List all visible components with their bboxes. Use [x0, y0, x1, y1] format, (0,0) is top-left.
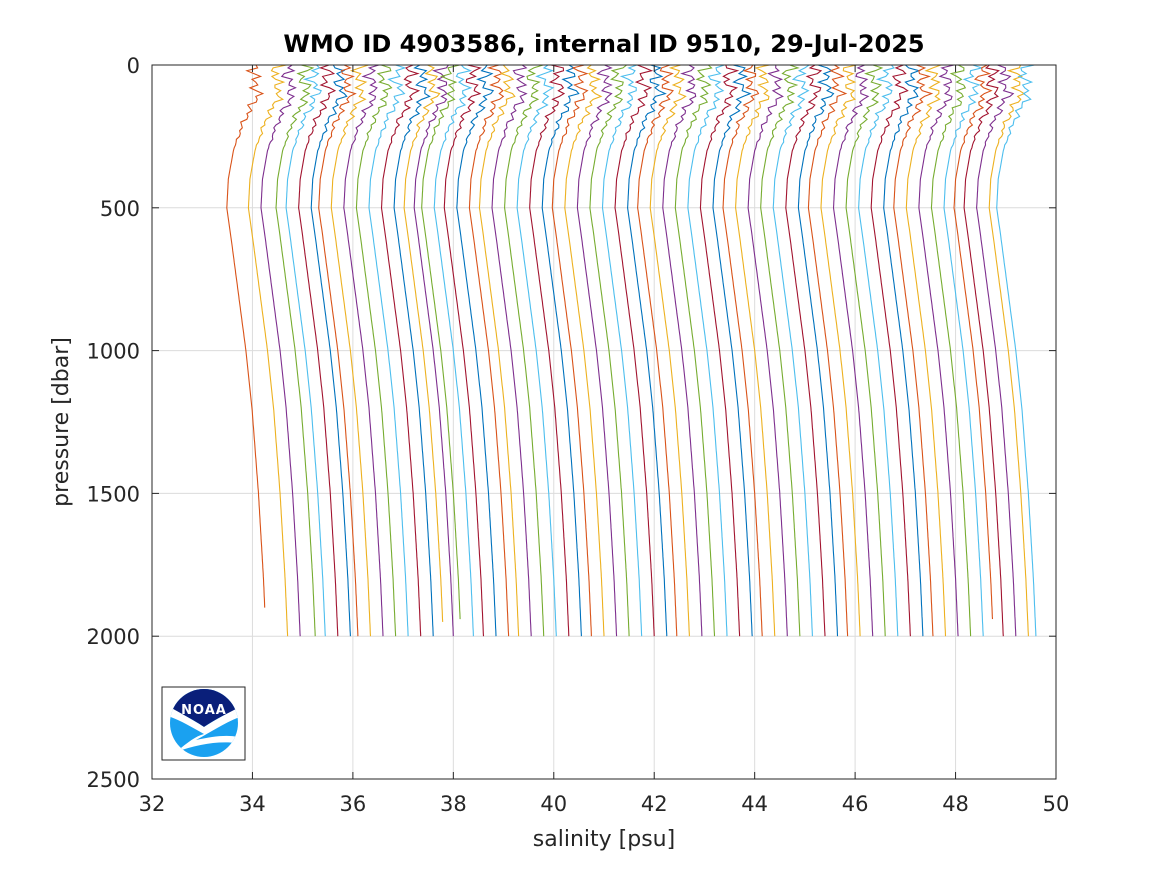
- profile-line: [627, 64, 668, 637]
- profile-line: [996, 64, 1037, 637]
- profile-line: [674, 64, 716, 637]
- profile-line: [712, 64, 753, 637]
- logo-gull-shape: [170, 706, 238, 752]
- profile-line: [699, 64, 741, 637]
- profile-line: [456, 64, 497, 637]
- x-tick-labels: 32 34 36 38 40 42 44 46 48 50: [139, 792, 1070, 816]
- y-tick-labels: 0 500 1000 1500 2000 2500: [87, 54, 140, 792]
- profile-line: [564, 64, 605, 637]
- profile-line: [468, 64, 510, 637]
- x-tick-label: 44: [741, 792, 768, 816]
- profile-line: [285, 64, 326, 637]
- axes: [151, 64, 1057, 780]
- profile-line: [930, 64, 972, 637]
- profile-line: [330, 64, 372, 637]
- x-tick-label: 38: [440, 792, 467, 816]
- profile-line: [226, 64, 266, 608]
- y-tick-label: 1000: [87, 340, 140, 364]
- profile-line: [551, 64, 592, 637]
- x-tick-label: 46: [842, 792, 869, 816]
- logo-emblem: [170, 689, 238, 757]
- profile-line: [953, 64, 994, 620]
- profile-line: [785, 64, 826, 637]
- x-tick-label: 42: [641, 792, 668, 816]
- x-tick-label: 34: [239, 792, 266, 816]
- profile-line: [491, 64, 532, 637]
- profile-line: [772, 64, 813, 637]
- profile-line: [637, 64, 678, 637]
- x-tick-label: 48: [942, 792, 969, 816]
- profile-line: [443, 64, 485, 637]
- profile-line: [883, 64, 924, 637]
- profile-line: [355, 64, 397, 637]
- chart-title: WMO ID 4903586, internal ID 9510, 29-Jul…: [283, 30, 924, 58]
- profile-line: [275, 64, 316, 637]
- profile-line: [343, 64, 384, 637]
- profile-line: [576, 64, 618, 637]
- x-tick-label: 40: [540, 792, 567, 816]
- profile-line: [662, 64, 703, 637]
- profile-line: [722, 64, 763, 637]
- profile-line: [413, 64, 454, 637]
- profile-line: [601, 64, 643, 637]
- profile-line: [870, 64, 911, 637]
- profile-line: [380, 64, 422, 637]
- profile-line: [963, 64, 1004, 637]
- profile-lines: [226, 64, 1037, 637]
- axes-frame: [151, 64, 1057, 780]
- profile-line: [368, 64, 409, 637]
- profile-line: [988, 64, 1029, 637]
- profile-line: [529, 64, 570, 637]
- y-tick-label: 1500: [87, 482, 140, 506]
- profile-line: [247, 64, 289, 637]
- profile-line: [298, 64, 339, 637]
- profile-line: [918, 64, 959, 637]
- y-tick-label: 2500: [87, 768, 140, 792]
- x-tick-label: 32: [139, 792, 166, 816]
- profile-line: [649, 64, 690, 637]
- profile-line: [747, 64, 788, 637]
- profile-line: [310, 64, 351, 637]
- profile-line: [858, 64, 899, 637]
- profile-line: [832, 64, 874, 637]
- profile-line: [943, 64, 984, 637]
- y-tick-label: 500: [100, 197, 140, 221]
- x-axis-label: salinity [psu]: [533, 827, 675, 852]
- profile-line: [504, 64, 545, 637]
- profile-line: [735, 64, 776, 637]
- logo-text: NOAA: [181, 703, 227, 718]
- logo-sky-shape: [170, 689, 238, 727]
- profile-line: [393, 64, 434, 637]
- profile-line: [760, 64, 801, 637]
- profile-line: [797, 64, 839, 637]
- profile-line: [905, 64, 947, 637]
- profile-line: [516, 64, 557, 637]
- profile-line: [403, 64, 444, 622]
- profile-line: [318, 64, 359, 637]
- x-tick-label: 36: [340, 792, 367, 816]
- profile-line: [807, 64, 849, 637]
- y-tick-label: 0: [127, 54, 140, 78]
- profile-line: [687, 64, 728, 637]
- profile-line: [893, 64, 934, 637]
- profile-line: [614, 64, 655, 637]
- profile-line: [478, 64, 520, 637]
- y-axis-label: pressure [dbar]: [49, 337, 74, 507]
- noaa-logo: NOAA: [161, 686, 246, 761]
- y-tick-label: 2000: [87, 625, 140, 649]
- profile-line: [260, 64, 301, 637]
- profile-line: [541, 64, 582, 637]
- profile-line: [433, 64, 474, 637]
- profile-line: [820, 64, 861, 637]
- x-tick-label: 50: [1043, 792, 1070, 816]
- profile-line: [976, 64, 1017, 637]
- profile-line: [421, 64, 461, 620]
- profile-line: [845, 64, 886, 637]
- profile-line: [589, 64, 630, 637]
